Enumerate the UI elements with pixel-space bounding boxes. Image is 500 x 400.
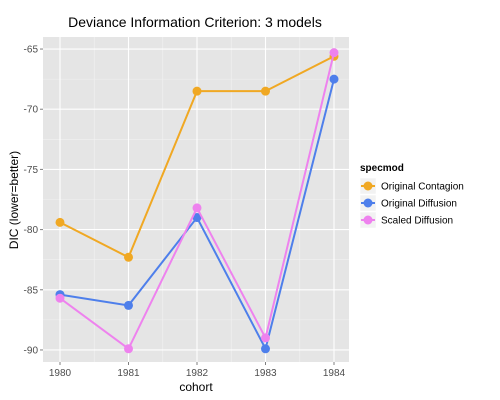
y-tick-label: -80 [24,225,39,236]
data-point [192,86,202,96]
data-point [261,333,270,343]
data-point [55,293,65,303]
data-point [124,344,133,354]
legend-label: Original Diffusion [381,199,457,210]
legend-point [363,215,373,225]
grid-major [43,37,349,362]
x-axis-title: cohort [179,380,213,394]
legend-label: Scaled Diffusion [381,216,453,227]
y-tick-label: -70 [24,105,39,116]
data-point [192,203,202,213]
x-tick-label: 1984 [323,368,346,379]
x-axis: 1980 1981 1982 1983 1984 [49,362,346,379]
data-point [329,74,339,84]
x-tick-label: 1981 [117,368,140,379]
data-point [261,344,270,354]
y-axis-title: DIC (lower=better) [7,151,21,249]
legend-label: Original Contagion [381,182,464,193]
data-point [55,217,65,227]
x-tick-label: 1983 [254,368,277,379]
data-point [261,86,270,96]
y-tick-label: -75 [24,165,39,176]
data-point [192,213,202,223]
legend-title: specmod [360,163,404,174]
legend-point [363,181,373,191]
y-tick-label: -65 [24,45,39,56]
y-tick-label: -85 [24,285,39,296]
y-tick-label: -90 [24,345,39,356]
series-layer [55,48,339,354]
x-tick-label: 1982 [186,368,209,379]
data-point [329,48,339,58]
legend: specmod Original Contagion Original Diffu… [359,163,464,229]
data-point [124,300,133,310]
y-axis: -90 -85 -80 -75 -70 -65 [24,45,43,356]
data-point [124,252,133,262]
legend-point [363,198,373,208]
chart-title: Deviance Information Criterion: 3 models [68,14,322,30]
x-tick-label: 1980 [49,368,72,379]
